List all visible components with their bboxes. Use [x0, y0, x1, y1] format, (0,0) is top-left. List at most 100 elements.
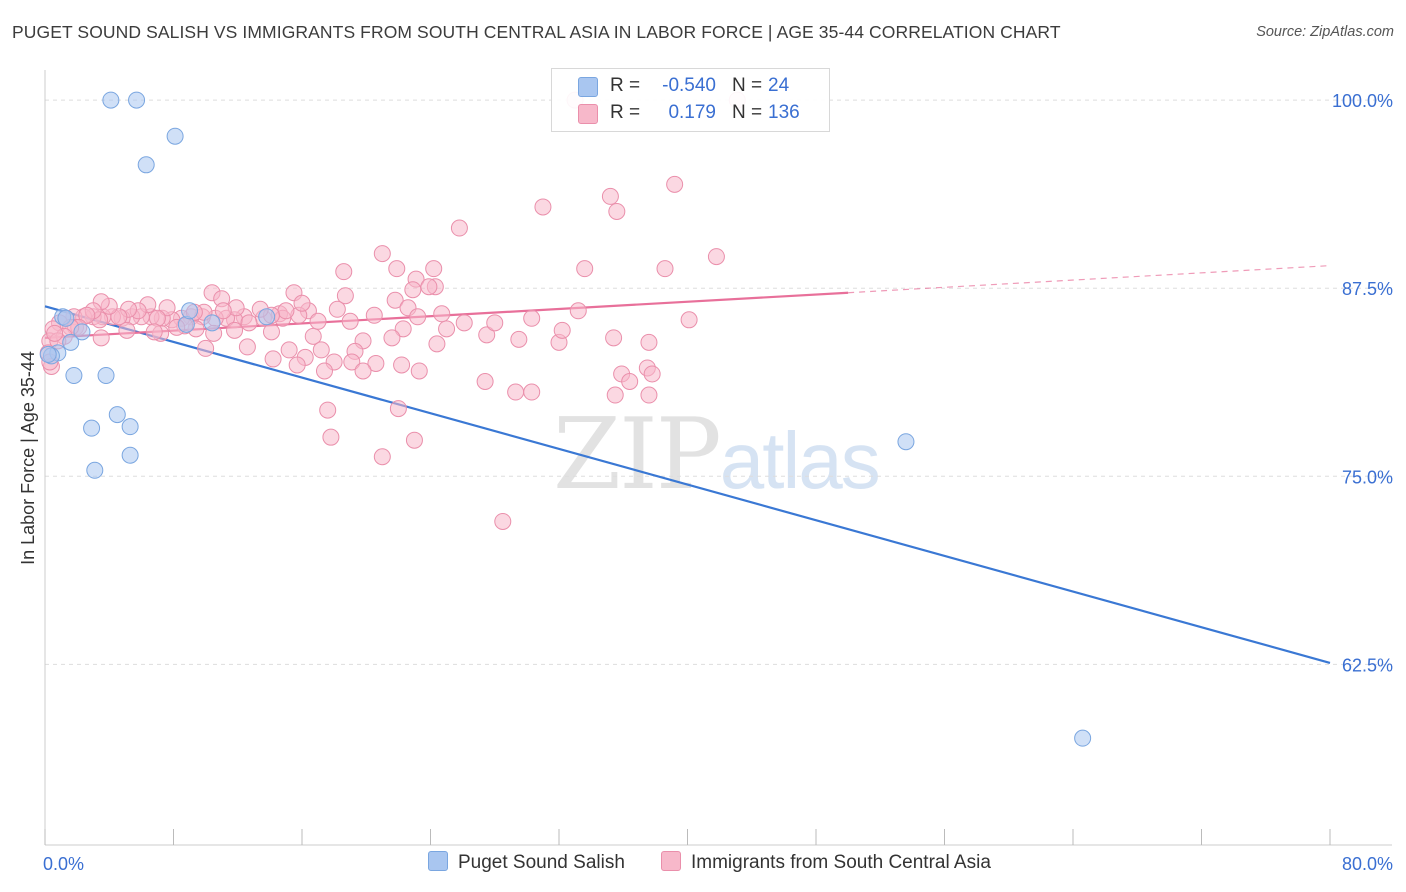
point-south-central-asia: [158, 299, 176, 317]
point-south-central-asia: [405, 431, 423, 449]
blue-swatch: [428, 851, 448, 871]
point-puget-sound-salish: [65, 366, 83, 384]
point-south-central-asia: [428, 335, 446, 353]
point-south-central-asia: [238, 338, 256, 356]
point-south-central-asia: [455, 314, 473, 332]
correlation-legend: R = -0.540 N = 24 R = 0.179 N = 136: [551, 68, 830, 132]
point-puget-sound-salish: [166, 127, 184, 145]
point-puget-sound-salish: [1074, 729, 1092, 747]
y-tick-label: 100.0%: [1332, 91, 1393, 111]
r-value: 0.179: [668, 102, 716, 123]
point-puget-sound-salish: [102, 91, 120, 109]
point-puget-sound-salish: [83, 419, 101, 437]
point-south-central-asia: [420, 278, 438, 296]
point-south-central-asia: [450, 219, 468, 237]
point-south-central-asia: [389, 400, 407, 418]
x-tick-label: 0.0%: [43, 854, 84, 874]
point-south-central-asia: [264, 350, 282, 368]
point-south-central-asia: [341, 312, 359, 330]
point-south-central-asia: [343, 353, 361, 371]
point-south-central-asia: [312, 341, 330, 359]
point-south-central-asia: [606, 386, 624, 404]
chart-title: PUGET SOUND SALISH VS IMMIGRANTS FROM SO…: [12, 22, 1061, 42]
point-south-central-asia: [197, 339, 215, 357]
pink-swatch: [578, 104, 598, 124]
point-south-central-asia: [322, 428, 340, 446]
point-south-central-asia: [388, 260, 406, 278]
point-south-central-asia: [707, 248, 725, 266]
legend-row-blue: R = -0.540 N = 24: [552, 73, 829, 101]
point-south-central-asia: [576, 260, 594, 278]
data-points: [39, 91, 1092, 747]
point-puget-sound-salish: [86, 461, 104, 479]
y-tick-label: 87.5%: [1342, 279, 1393, 299]
y-tick-label: 62.5%: [1342, 655, 1393, 675]
point-south-central-asia: [553, 321, 571, 339]
point-south-central-asia: [240, 314, 258, 332]
point-puget-sound-salish: [39, 345, 57, 363]
point-south-central-asia: [319, 401, 337, 419]
point-south-central-asia: [78, 306, 96, 324]
legend-item-immigrants-south-central-asia[interactable]: Immigrants from South Central Asia: [661, 851, 991, 874]
point-south-central-asia: [438, 320, 456, 338]
point-south-central-asia: [523, 309, 541, 327]
point-south-central-asia: [680, 311, 698, 329]
point-south-central-asia: [608, 202, 626, 220]
point-south-central-asia: [118, 321, 136, 339]
point-puget-sound-salish: [73, 323, 91, 341]
point-south-central-asia: [510, 330, 528, 348]
blue-swatch: [578, 77, 598, 97]
point-south-central-asia: [304, 327, 322, 345]
point-south-central-asia: [494, 512, 512, 530]
point-south-central-asia: [640, 333, 658, 351]
point-puget-sound-salish: [128, 91, 146, 109]
point-south-central-asia: [404, 281, 422, 299]
point-south-central-asia: [569, 302, 587, 320]
point-south-central-asia: [507, 383, 525, 401]
point-south-central-asia: [226, 321, 244, 339]
point-south-central-asia: [666, 175, 684, 193]
point-puget-sound-salish: [57, 309, 75, 327]
point-south-central-asia: [410, 362, 428, 380]
point-south-central-asia: [621, 373, 639, 391]
point-south-central-asia: [280, 341, 298, 359]
point-puget-sound-salish: [108, 406, 126, 424]
point-south-central-asia: [373, 448, 391, 466]
point-south-central-asia: [335, 263, 353, 281]
point-south-central-asia: [433, 305, 451, 323]
axes: [44, 70, 1392, 846]
point-south-central-asia: [46, 324, 64, 342]
point-south-central-asia: [601, 187, 619, 205]
legend-label: Immigrants from South Central Asia: [691, 852, 991, 873]
y-axis-title: In Labor Force | Age 35-44: [18, 351, 38, 565]
r-label: R =: [610, 75, 641, 96]
point-south-central-asia: [354, 362, 372, 380]
point-south-central-asia: [409, 308, 427, 326]
point-south-central-asia: [640, 386, 658, 404]
point-south-central-asia: [262, 323, 280, 341]
point-south-central-asia: [478, 326, 496, 344]
point-south-central-asia: [145, 323, 163, 341]
point-puget-sound-salish: [121, 418, 139, 436]
point-south-central-asia: [277, 302, 295, 320]
point-south-central-asia: [92, 329, 110, 347]
point-south-central-asia: [315, 362, 333, 380]
n-value: 24: [768, 75, 790, 96]
point-south-central-asia: [367, 354, 385, 372]
gridlines: [45, 99, 1392, 665]
point-south-central-asia: [288, 356, 306, 374]
legend-row-pink: R = 0.179 N = 136: [552, 100, 829, 128]
point-south-central-asia: [534, 198, 552, 216]
tick-labels: 100.0% 87.5% 75.0% 62.5% 0.0% 80.0% In Labor F…: [18, 91, 1393, 874]
point-south-central-asia: [643, 365, 661, 383]
point-south-central-asia: [336, 287, 354, 305]
point-south-central-asia: [383, 329, 401, 347]
point-south-central-asia: [393, 356, 411, 374]
source-label: Source: ZipAtlas.com: [1256, 24, 1394, 40]
point-south-central-asia: [373, 245, 391, 263]
x-tick-label: 80.0%: [1342, 854, 1393, 874]
legend-item-puget-sound-salish[interactable]: Puget Sound Salish: [428, 851, 625, 874]
point-south-central-asia: [328, 300, 346, 318]
point-puget-sound-salish: [897, 433, 915, 451]
